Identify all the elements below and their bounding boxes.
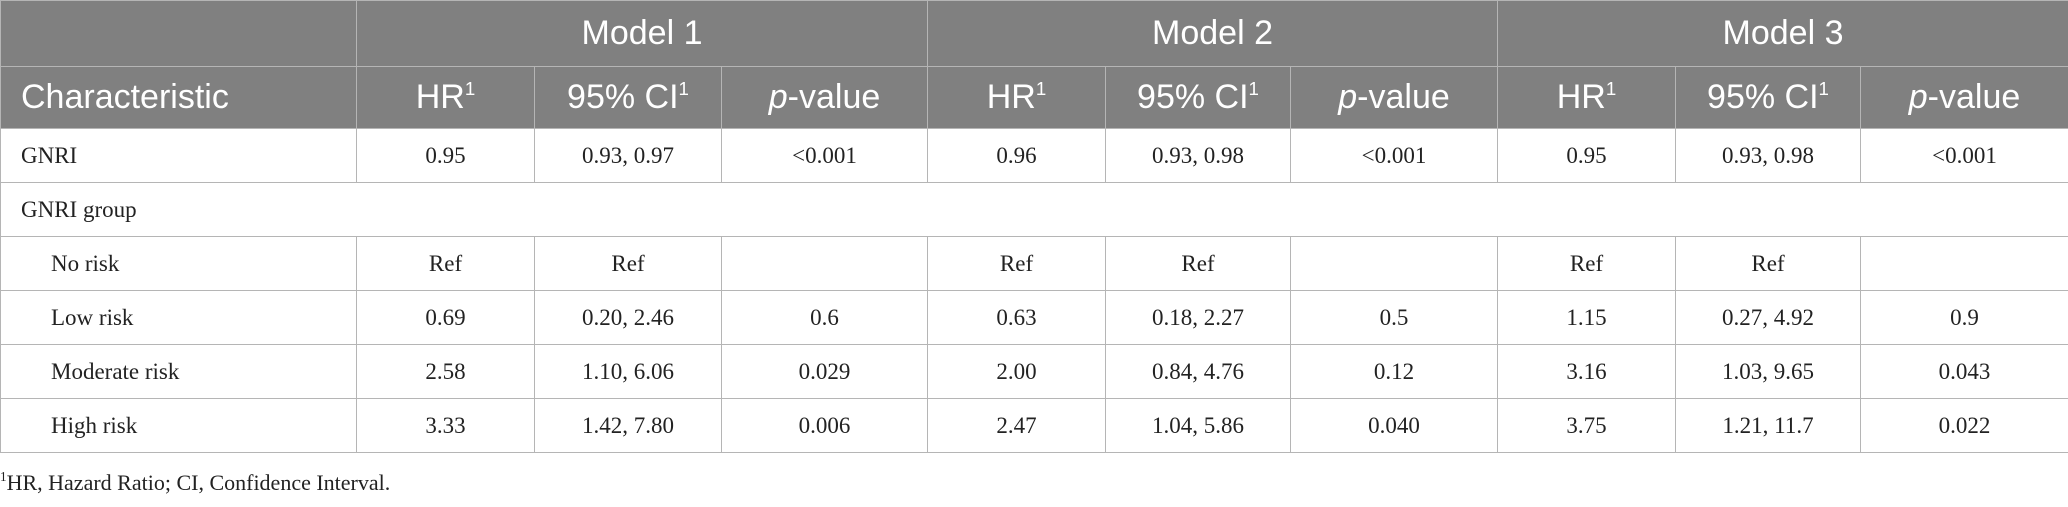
- table-cell: Ref: [1105, 236, 1291, 291]
- column-header: p-value: [721, 66, 928, 129]
- column-header-row: Characteristic HR1 95% CI1 p-value HR1 95% CI…: [0, 66, 2068, 129]
- empty-cell: [1290, 236, 1498, 291]
- column-header: p-value: [1860, 66, 2068, 129]
- row-label: No risk: [0, 236, 357, 291]
- column-header-italic: p: [1338, 78, 1358, 116]
- table-cell: Ref: [356, 236, 535, 291]
- table-cell: 2.00: [927, 344, 1106, 399]
- table-cell: 1.10, 6.06: [534, 344, 722, 399]
- table-row: High risk 3.33 1.42, 7.80 0.006 2.47 1.04, 5.…: [0, 398, 2068, 453]
- column-header-sup: 1: [464, 77, 476, 99]
- column-header-sup: 1: [678, 77, 689, 99]
- table-cell: Ref: [534, 236, 722, 291]
- table-cell: 0.27, 4.92: [1675, 290, 1861, 345]
- table-cell: 3.33: [356, 398, 535, 453]
- table-row: Moderate risk 2.58 1.10, 6.06 0.029 2.00 0.84…: [0, 344, 2068, 399]
- table-cell: <0.001: [721, 128, 928, 183]
- table-cell: 0.93, 0.98: [1105, 128, 1291, 183]
- column-header-text: -value: [1357, 78, 1450, 116]
- row-label: GNRI group: [0, 182, 2068, 237]
- table-cell: 1.03, 9.65: [1675, 344, 1861, 399]
- column-header-text: 95% CI: [567, 78, 679, 116]
- column-header-sup: 1: [1818, 77, 1829, 99]
- table-cell: 0.6: [721, 290, 928, 345]
- row-label: GNRI: [0, 128, 357, 183]
- table-cell: 0.95: [1497, 128, 1676, 183]
- table-row: Low risk 0.69 0.20, 2.46 0.6 0.63 0.18, 2.27 0…: [0, 290, 2068, 345]
- group-header: Model 2: [927, 0, 1498, 67]
- table-cell: 0.84, 4.76: [1105, 344, 1291, 399]
- table-cell: 2.58: [356, 344, 535, 399]
- table-cell: 2.47: [927, 398, 1106, 453]
- column-header-text: 95% CI: [1707, 78, 1819, 116]
- group-header-row: Model 1 Model 2 Model 3: [0, 0, 2068, 67]
- column-header: HR1: [1497, 66, 1676, 129]
- column-header: p-value: [1290, 66, 1498, 129]
- table-cell: 0.18, 2.27: [1105, 290, 1291, 345]
- footnote: 1HR, Hazard Ratio; CI, Confidence Interv…: [0, 470, 390, 496]
- column-header: HR1: [356, 66, 535, 129]
- table-cell: 0.95: [356, 128, 535, 183]
- table-cell: 0.043: [1860, 344, 2068, 399]
- group-header: Model 3: [1497, 0, 2068, 67]
- table-cell: Ref: [1675, 236, 1861, 291]
- table-cell: Ref: [1497, 236, 1676, 291]
- group-row: GNRI group: [0, 182, 2068, 237]
- table-cell: 1.15: [1497, 290, 1676, 345]
- table-cell: 0.5: [1290, 290, 1498, 345]
- table-cell: <0.001: [1290, 128, 1498, 183]
- table-cell: 3.75: [1497, 398, 1676, 453]
- table-cell: 0.96: [927, 128, 1106, 183]
- table-cell: 0.006: [721, 398, 928, 453]
- column-header-italic: p: [768, 78, 788, 116]
- table-cell: 0.9: [1860, 290, 2068, 345]
- table-cell: 3.16: [1497, 344, 1676, 399]
- column-header: 95% CI1: [534, 66, 722, 129]
- row-label: Moderate risk: [0, 344, 357, 399]
- table-cell: 0.93, 0.98: [1675, 128, 1861, 183]
- table-cell: 0.69: [356, 290, 535, 345]
- column-header-text: 95% CI: [1137, 78, 1249, 116]
- empty-cell: [1860, 236, 2068, 291]
- table-cell: <0.001: [1860, 128, 2068, 183]
- table-cell: 0.029: [721, 344, 928, 399]
- table-cell: 0.040: [1290, 398, 1498, 453]
- table-cell: 0.12: [1290, 344, 1498, 399]
- table-cell: 0.022: [1860, 398, 2068, 453]
- footnote-marker: 1: [0, 468, 7, 484]
- table-cell: 0.20, 2.46: [534, 290, 722, 345]
- column-header-text: -value: [787, 78, 881, 116]
- column-header-sup: 1: [1035, 77, 1047, 99]
- table-cell: 0.93, 0.97: [534, 128, 722, 183]
- column-header-sup: 1: [1248, 77, 1259, 99]
- footnote-text: HR, Hazard Ratio; CI, Confidence Interva…: [6, 470, 391, 495]
- column-header: Characteristic: [0, 66, 357, 129]
- column-header-sup: 1: [1605, 77, 1617, 99]
- table-cell: 0.63: [927, 290, 1106, 345]
- row-label: Low risk: [0, 290, 357, 345]
- empty-cell: [721, 236, 928, 291]
- table-cell: 1.42, 7.80: [534, 398, 722, 453]
- table-cell: Ref: [927, 236, 1106, 291]
- column-header-text: HR: [415, 78, 465, 116]
- results-table: Model 1 Model 2 Model 3 Characteristic HR1 95…: [0, 0, 2068, 453]
- group-header: Model 1: [356, 0, 928, 67]
- column-header-text: HR: [1556, 78, 1606, 116]
- header-cell: [0, 0, 357, 67]
- column-header-text: -value: [1927, 78, 2021, 116]
- table-row: No risk Ref Ref Ref Ref Ref Ref: [0, 236, 2068, 291]
- column-header: 95% CI1: [1675, 66, 1861, 129]
- column-header-text: Characteristic: [21, 78, 229, 116]
- table-cell: 1.04, 5.86: [1105, 398, 1291, 453]
- column-header: HR1: [927, 66, 1106, 129]
- table-row: GNRI 0.95 0.93, 0.97 <0.001 0.96 0.93, 0.98 <0…: [0, 128, 2068, 183]
- column-header-italic: p: [1908, 78, 1928, 116]
- table-cell: 1.21, 11.7: [1675, 398, 1861, 453]
- row-label: High risk: [0, 398, 357, 453]
- column-header: 95% CI1: [1105, 66, 1291, 129]
- column-header-text: HR: [986, 78, 1036, 116]
